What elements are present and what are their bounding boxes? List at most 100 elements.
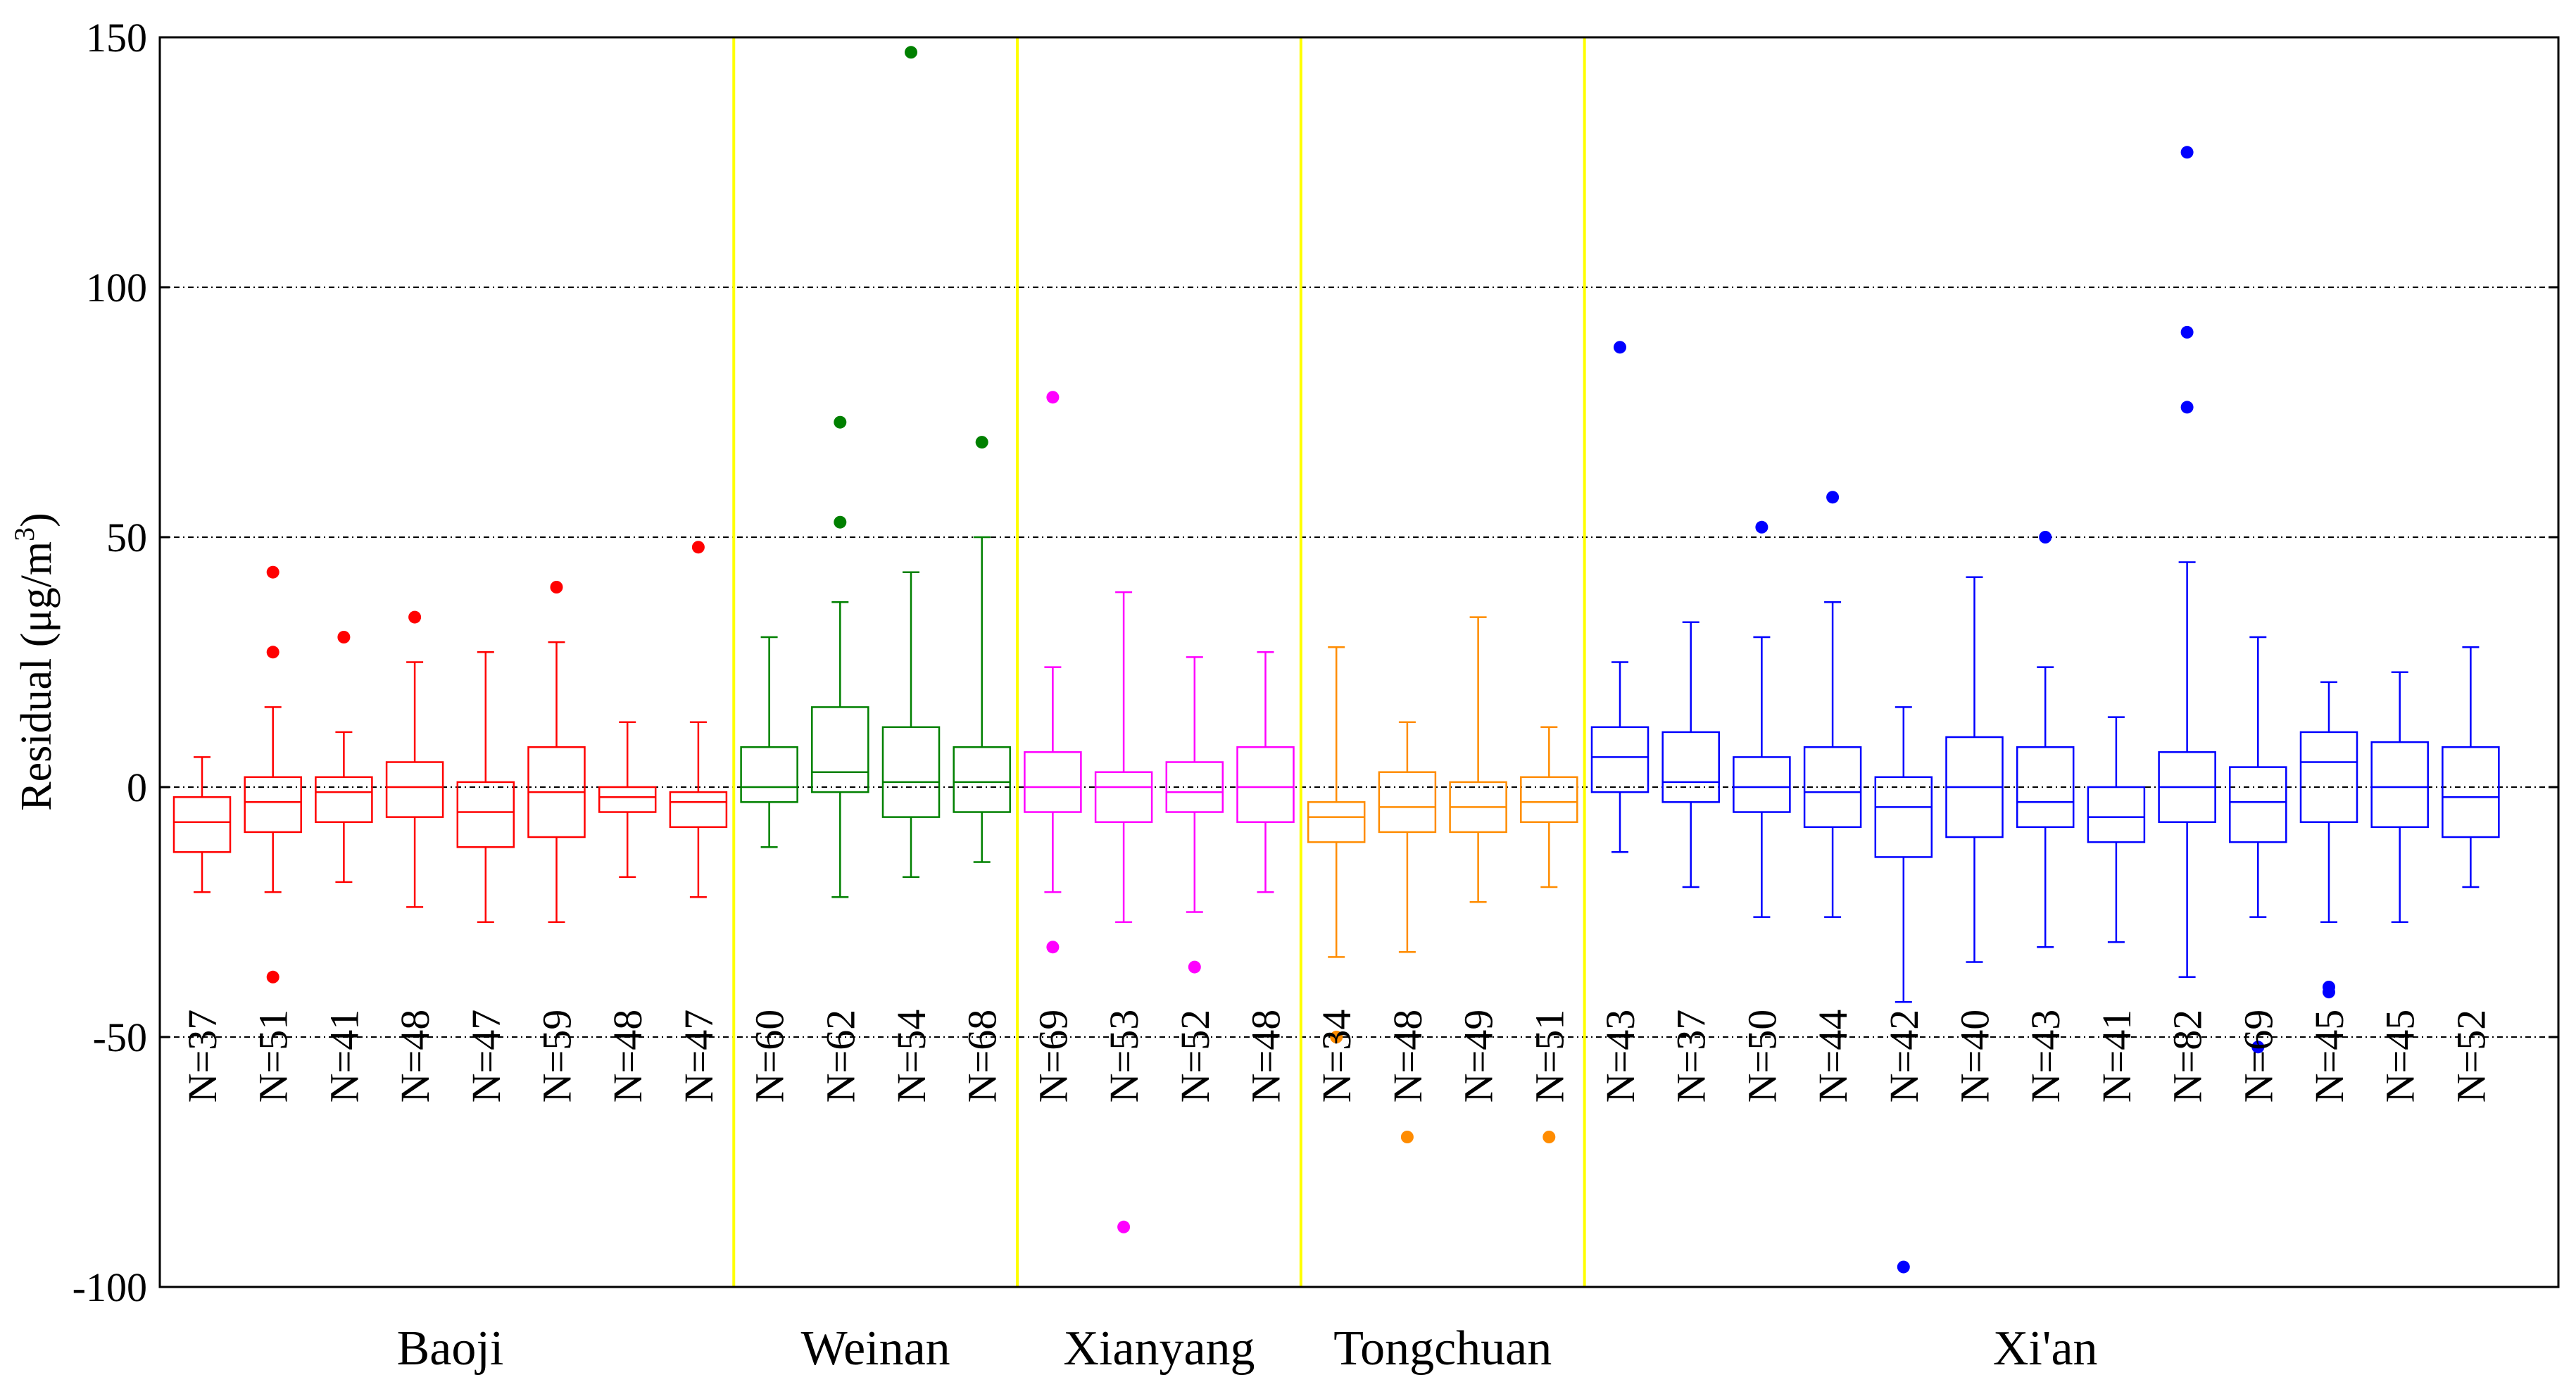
sample-size-label: N=45 [2377, 1010, 2423, 1103]
sample-size-label: N=52 [2448, 1010, 2494, 1103]
box-6 [527, 581, 586, 923]
iqr-box [953, 746, 1011, 813]
outlier-point [691, 541, 705, 554]
iqr-box [1307, 801, 1366, 843]
outlier-point [1755, 520, 1768, 534]
box-22 [1661, 621, 1720, 888]
sample-size-label: N=68 [960, 1010, 1005, 1103]
outlier-point [1614, 341, 1626, 354]
sample-size-label: N=37 [180, 1010, 225, 1103]
iqr-box [385, 761, 444, 818]
group-separators [732, 37, 1586, 1287]
sample-size-label: N=50 [1739, 1010, 1785, 1103]
iqr-box [598, 786, 657, 813]
box-15 [1165, 656, 1224, 974]
sample-size-label: N=59 [534, 1010, 580, 1103]
box-14 [1094, 591, 1153, 1233]
box-28 [2087, 716, 2146, 943]
sample-size-label: N=82 [2165, 1010, 2211, 1103]
iqr-box [1024, 751, 1082, 813]
box-11 [881, 46, 941, 879]
iqr-box [1590, 726, 1650, 793]
outlier-point [2180, 146, 2194, 159]
outlier-point [337, 631, 351, 643]
group-label-5: Xi'an [1993, 1321, 2098, 1376]
sample-size-label: N=48 [1243, 1010, 1289, 1103]
outlier-point [2323, 986, 2335, 999]
y-axis-label: Residual (μg/m3) [8, 513, 61, 810]
sample-size-label: N=47 [676, 1010, 722, 1103]
y-tick-label-150: 150 [86, 15, 147, 61]
box-8 [669, 541, 728, 898]
box-13 [1024, 391, 1082, 954]
y-axis-label-superscript: 3 [8, 527, 40, 541]
sample-size-label: N=51 [251, 1010, 296, 1103]
box-29 [2158, 146, 2216, 979]
iqr-box [2016, 746, 2075, 829]
iqr-box [1165, 761, 1224, 813]
group-label-1: Baoji [397, 1321, 504, 1376]
iqr-box [1661, 731, 1720, 803]
iqr-box [244, 776, 302, 834]
iqr-box [740, 746, 798, 803]
iqr-box [1874, 776, 1933, 858]
outlier-point [1046, 941, 1060, 954]
outlier-point [1330, 1031, 1343, 1043]
sample-size-label: N=48 [605, 1010, 651, 1103]
y-tick-label-50: 50 [106, 515, 147, 560]
sample-size-label: N=62 [817, 1010, 863, 1103]
box-7 [598, 721, 657, 879]
sample-size-label: N=53 [1101, 1010, 1147, 1103]
group-labels: Baoji Weinan Xianyang Tongchuan Xi'an [397, 1321, 2098, 1376]
outlier-point [905, 46, 917, 59]
box-4 [385, 610, 444, 908]
iqr-box [1520, 776, 1578, 823]
iqr-box [1094, 771, 1153, 823]
sample-size-label: N=47 [463, 1010, 509, 1103]
outlier-point [266, 565, 279, 579]
outlier-point [1046, 391, 1060, 404]
outlier-point [1897, 1260, 1910, 1274]
group-label-3: Xianyang [1063, 1321, 1255, 1376]
outlier-point [2180, 401, 2194, 414]
sample-size-label: N=40 [1952, 1010, 1998, 1103]
box-21 [1590, 341, 1650, 853]
box-1 [172, 756, 232, 893]
sample-size-label: N=42 [1881, 1010, 1927, 1103]
box-3 [315, 631, 373, 884]
group-label-4: Tongchuan [1333, 1321, 1552, 1376]
outlier-point [1117, 1220, 1131, 1233]
y-tick-label--50: -50 [93, 1014, 147, 1060]
iqr-box [2370, 741, 2429, 829]
outlier-point [1188, 960, 1201, 974]
sample-size-label: N=49 [1456, 1010, 1502, 1103]
sample-size-label: N=41 [2094, 1010, 2140, 1103]
outlier-point [834, 415, 847, 429]
gridlines [160, 287, 2558, 1038]
iqr-box [1733, 756, 1791, 813]
sample-size-label: N=60 [747, 1010, 793, 1103]
outlier-point [1543, 1131, 1556, 1143]
outlier-point [1826, 491, 1840, 504]
iqr-box [1803, 746, 1862, 829]
sample-size-labels: N=37 N=51 N=41 N=48 N=47 N=59 N=48 N=47 N=60 N=62… [180, 1010, 2494, 1103]
box-32 [2370, 671, 2429, 923]
iqr-box [315, 776, 373, 823]
iqr-box [172, 796, 232, 853]
box-26 [1945, 576, 2004, 963]
iqr-box [2087, 786, 2146, 843]
iqr-box [811, 706, 869, 793]
box-5 [456, 651, 515, 923]
sample-size-label: N=43 [2023, 1010, 2068, 1103]
y-axis-ticks: -100 -50 0 50 100 150 [73, 15, 2558, 1310]
iqr-box [2442, 746, 2500, 838]
box-9 [740, 636, 798, 848]
iqr-box [1236, 746, 1295, 823]
box-23 [1733, 520, 1791, 918]
group-label-2: Weinan [801, 1321, 950, 1376]
sample-size-label: N=48 [1385, 1010, 1431, 1103]
box-30 [2229, 636, 2287, 1054]
outlier-point [834, 515, 847, 529]
sample-size-label: N=48 [392, 1010, 438, 1103]
y-axis-label-suffix: ) [13, 513, 61, 527]
